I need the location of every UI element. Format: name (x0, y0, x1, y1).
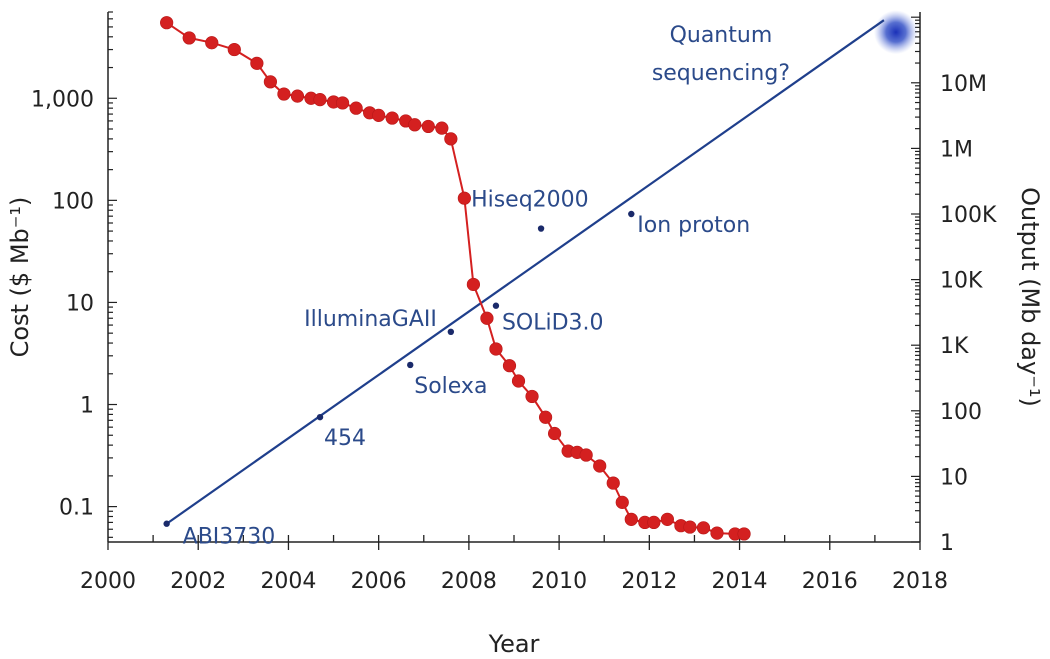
left-tick-label: 10 (66, 291, 94, 316)
right-tick-label: 10K (940, 269, 983, 294)
left-tick-label: 100 (52, 189, 94, 214)
right-tick-label: 1K (940, 334, 969, 359)
left-tick-label: 1 (80, 394, 94, 419)
annotation-label: sequencing? (652, 61, 790, 86)
platform-point (537, 225, 545, 232)
cost-data-point (660, 512, 674, 526)
cost-data-point (408, 118, 422, 132)
chart-labels: 2000 2002 2004 2006 2008 2010 2012 2014 2016 2018… (6, 23, 1044, 658)
cost-data-point (227, 42, 241, 57)
cost-data-point (696, 521, 711, 535)
x-tick-label: 2010 (531, 569, 587, 594)
annotation-label: Ion proton (637, 213, 750, 238)
cost-series-line (166, 21, 745, 535)
cost-data-point (277, 87, 291, 101)
x-tick-label: 2018 (892, 569, 948, 594)
plot-frame (107, 11, 921, 550)
annotation-label: Hiseq2000 (471, 188, 589, 213)
cost-data-point (489, 342, 503, 356)
annotation-label: Quantum (670, 23, 773, 48)
cost-data-point (335, 96, 350, 110)
x-tick-label: 2006 (351, 569, 407, 594)
platform-point (163, 520, 170, 527)
cost-data-point (606, 476, 620, 490)
cost-data-point (263, 75, 278, 89)
cost-data-point (615, 495, 629, 509)
cost-data-point (502, 359, 517, 373)
cost-data-point (593, 459, 607, 473)
platform-point (407, 361, 414, 369)
cost-data-point (683, 520, 697, 534)
annotation-label: Solexa (414, 374, 487, 399)
cost-data-point (182, 31, 196, 45)
platform-point (628, 210, 635, 218)
platform-point (316, 413, 324, 421)
cost-data-point (525, 389, 539, 404)
cost-data-point (385, 111, 399, 125)
annotation-label: IlluminaGAII (304, 307, 437, 332)
right-tick-label: 10M (940, 72, 987, 97)
left-axis-title: Cost ($ Mb⁻¹) (6, 197, 34, 358)
cost-data-point (457, 191, 471, 205)
cost-data-point (250, 56, 264, 70)
right-tick-label: 100 (940, 400, 982, 425)
cost-data-point (421, 119, 435, 134)
left-tick-label: 0.1 (59, 496, 94, 521)
cost-data-point (624, 512, 638, 526)
cost-data-point (737, 527, 751, 541)
annotation-label: SOLiD3.0 (502, 311, 604, 336)
platform-point (492, 302, 500, 309)
x-tick-label: 2004 (260, 569, 316, 594)
cost-data-point (710, 526, 724, 540)
right-tick-label: 1 (940, 531, 954, 556)
right-tick-label: 100K (940, 203, 997, 228)
x-tick-label: 2014 (712, 569, 768, 594)
left-tick-label: 1,000 (31, 87, 94, 112)
x-tick-label: 2012 (621, 569, 677, 594)
cost-data-point (466, 277, 481, 292)
chart-marks (160, 10, 918, 541)
x-tick-label: 2000 (80, 569, 136, 594)
cost-data-point (480, 311, 494, 325)
cost-data-point (435, 121, 449, 135)
cost-data-point (444, 132, 458, 146)
x-tick-label: 2008 (441, 569, 497, 594)
x-tick-label: 2016 (802, 569, 858, 594)
right-tick-label: 10 (940, 465, 968, 490)
cost-data-point (349, 101, 363, 115)
annotation-label: 454 (324, 426, 366, 451)
platform-point (447, 328, 455, 336)
right-axis-title: Output (Mb day⁻¹) (1016, 187, 1044, 407)
cost-data-point (372, 108, 386, 122)
cost-data-point (205, 36, 219, 50)
quantum-sequencing-glow (873, 10, 918, 55)
cost-data-point (538, 410, 553, 424)
annotation-label: ABI3730 (183, 525, 276, 550)
cost-data-point (647, 515, 661, 530)
x-axis-title: Year (488, 630, 540, 658)
cost-data-point (313, 93, 327, 107)
cost-data-point (511, 374, 526, 388)
x-tick-label: 2002 (170, 569, 226, 594)
cost-data-point (547, 426, 562, 441)
cost-data-point (160, 16, 174, 30)
output-trend-line (166, 19, 885, 525)
right-tick-label: 1M (940, 137, 973, 162)
cost-data-point (290, 89, 305, 103)
cost-data-point (579, 448, 593, 462)
